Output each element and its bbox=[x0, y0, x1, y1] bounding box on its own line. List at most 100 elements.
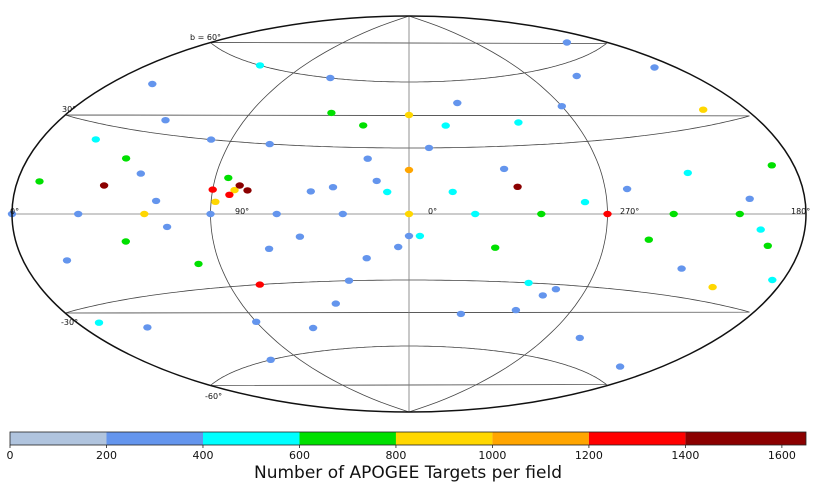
field-point bbox=[499, 165, 509, 173]
field-point bbox=[683, 169, 692, 177]
field-point bbox=[404, 111, 414, 119]
colorbar-tick-label: 400 bbox=[192, 449, 213, 462]
field-point bbox=[557, 103, 566, 110]
field-point bbox=[265, 140, 274, 148]
field-point bbox=[243, 187, 252, 194]
graticule-label-b-minus-30: -30° bbox=[61, 318, 78, 327]
field-point bbox=[331, 300, 340, 307]
field-point bbox=[230, 186, 239, 194]
field-point bbox=[404, 166, 414, 174]
colorbar-segment bbox=[106, 432, 203, 445]
field-point bbox=[235, 182, 244, 189]
field-point bbox=[208, 186, 217, 193]
field-point bbox=[372, 177, 381, 185]
field-point bbox=[514, 119, 523, 126]
field-point bbox=[225, 191, 234, 198]
colorbar-tick-label: 1400 bbox=[671, 449, 699, 462]
field-point bbox=[211, 198, 220, 205]
field-point bbox=[224, 174, 233, 182]
field-point bbox=[471, 210, 480, 218]
colorbar-segment bbox=[395, 432, 493, 445]
field-point bbox=[572, 72, 581, 80]
colorbar-tick-label: 1000 bbox=[478, 449, 506, 462]
field-point bbox=[344, 277, 354, 284]
field-point bbox=[74, 210, 83, 218]
colorbar-segment bbox=[203, 432, 300, 445]
field-point bbox=[756, 226, 765, 233]
field-point bbox=[327, 109, 336, 117]
field-point bbox=[622, 185, 632, 193]
field-point bbox=[441, 122, 450, 129]
graticule-label-l-180: 180° bbox=[791, 207, 810, 216]
field-point bbox=[538, 292, 547, 299]
field-point bbox=[148, 80, 157, 88]
colorbar-segment bbox=[299, 432, 396, 445]
colorbar-segment bbox=[588, 432, 686, 445]
field-point bbox=[136, 170, 145, 177]
field-point bbox=[404, 232, 414, 240]
field-point bbox=[151, 197, 161, 205]
field-point bbox=[143, 324, 152, 331]
field-point bbox=[306, 188, 315, 195]
field-point bbox=[615, 363, 625, 370]
colorbar-label: Number of APOGEE Targets per field bbox=[254, 463, 562, 483]
colorbar-frame bbox=[9, 431, 807, 446]
colorbar-tick-label: 1600 bbox=[768, 449, 796, 462]
graticule-label-l-90: 90° bbox=[235, 207, 249, 216]
graticule-label-b-zero: 0° bbox=[10, 207, 19, 216]
colorbar: 0 200 400 600 800 1000 1200 1400 1600 bbox=[7, 431, 807, 462]
graticule-label-b-minus-60: -60° bbox=[205, 392, 222, 401]
colorbar-tick-label: 600 bbox=[289, 449, 310, 462]
field-point bbox=[644, 236, 653, 243]
colorbar-tick-label: 200 bbox=[96, 449, 117, 462]
field-point bbox=[255, 281, 264, 288]
field-point bbox=[699, 106, 708, 113]
field-point bbox=[511, 306, 521, 314]
field-point bbox=[99, 182, 109, 189]
field-point bbox=[677, 265, 686, 272]
field-point bbox=[140, 210, 149, 218]
graticule-label-l-270: 270° bbox=[620, 207, 639, 216]
field-point bbox=[363, 155, 372, 162]
field-point bbox=[669, 210, 678, 218]
field-point bbox=[575, 334, 584, 342]
field-point bbox=[424, 144, 434, 152]
field-point bbox=[456, 310, 466, 318]
field-point bbox=[206, 210, 215, 218]
field-point bbox=[708, 283, 717, 291]
field-point bbox=[359, 122, 368, 129]
field-point bbox=[161, 117, 170, 124]
field-point bbox=[453, 99, 462, 107]
field-point bbox=[650, 64, 659, 71]
field-point bbox=[94, 319, 104, 326]
colorbar-tick-label: 800 bbox=[385, 449, 406, 462]
field-point bbox=[62, 257, 72, 264]
field-point bbox=[768, 276, 777, 284]
field-point bbox=[404, 210, 414, 218]
field-point bbox=[491, 244, 500, 251]
field-point bbox=[255, 62, 265, 69]
field-point bbox=[326, 74, 335, 82]
graticule-label-l-0: 0° bbox=[428, 207, 437, 216]
field-point bbox=[121, 155, 131, 162]
field-point bbox=[580, 198, 590, 206]
field-point bbox=[264, 245, 274, 252]
graticule-labels: b = 60° 30° 0° -30° -60° 180° 90° 0° 270… bbox=[10, 33, 810, 401]
colorbar-tick-label: 0 bbox=[7, 449, 14, 462]
field-point bbox=[338, 210, 347, 218]
field-point bbox=[767, 162, 776, 169]
field-point bbox=[513, 183, 522, 190]
field-point bbox=[448, 188, 457, 196]
colorbar-segment bbox=[685, 432, 806, 445]
graticule-label-b-plus-60: b = 60° bbox=[190, 33, 221, 42]
field-point bbox=[272, 210, 281, 218]
field-point bbox=[415, 232, 425, 240]
field-point bbox=[745, 195, 754, 202]
field-point bbox=[328, 184, 338, 191]
field-point bbox=[524, 279, 533, 287]
graticule-label-b-plus-30: 30° bbox=[62, 105, 76, 114]
field-point bbox=[266, 356, 275, 363]
field-point bbox=[603, 210, 612, 218]
